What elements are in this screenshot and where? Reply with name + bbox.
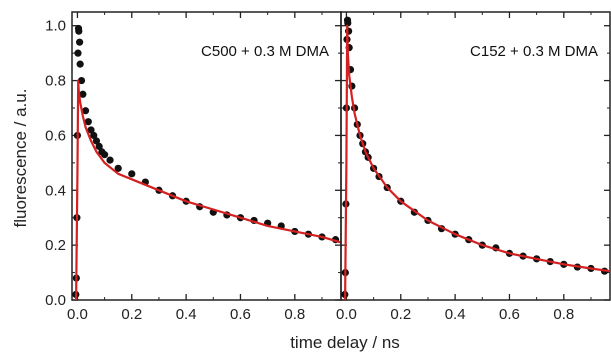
- x-tick-label: 0.4: [176, 306, 197, 323]
- y-tick-label: 1.0: [45, 18, 66, 35]
- data-point: [114, 164, 122, 172]
- data-point: [95, 142, 103, 150]
- data-point: [79, 90, 87, 98]
- y-tick-label: 0.4: [45, 182, 66, 199]
- chart-panels: 0.0 0.2 0.4 0.6 0.8 1.0 0.0 0.2 0.4 0.6 0.8 C500 + …: [45, 11, 611, 323]
- x-tick-label: 0.2: [121, 306, 142, 323]
- data-point: [344, 19, 352, 27]
- x-tick-label: 0.2: [390, 306, 411, 323]
- data-point: [92, 137, 101, 145]
- panel-annotation: C152 + 0.3 M DMA: [470, 43, 598, 60]
- fit-curve: [75, 79, 342, 301]
- data-point: [90, 131, 98, 140]
- data-point: [128, 170, 136, 178]
- data-point: [77, 76, 86, 85]
- data-point: [74, 49, 82, 57]
- x-tick-label: 0.8: [284, 306, 305, 323]
- data-point: [76, 60, 84, 68]
- fit-curve: [344, 24, 611, 301]
- data-point: [75, 27, 83, 35]
- data-point: [81, 107, 90, 115]
- x-tick-label: 0.6: [499, 306, 520, 323]
- data-point: [84, 118, 92, 126]
- panel-frame: [340, 11, 611, 301]
- data-point: [76, 38, 84, 46]
- y-tick-label: 0.2: [45, 237, 66, 254]
- x-tick-label: 0.8: [553, 306, 574, 323]
- x-tick-label: 0.0: [336, 306, 357, 323]
- panel-2: 0.0 0.2 0.4 0.6 0.8 C152 + 0.3 M DMA: [336, 11, 611, 323]
- y-axis-label: fluorescence / a.u.: [11, 89, 30, 228]
- data-point: [106, 156, 114, 164]
- panel-annotation: C500 + 0.3 M DMA: [201, 43, 329, 60]
- data-point: [87, 126, 95, 134]
- x-tick-label: 0.0: [67, 306, 88, 323]
- x-tick-label: 0.4: [445, 306, 466, 323]
- y-tick-label: 0.8: [45, 73, 66, 90]
- x-axis-label: time delay / ns: [290, 333, 400, 352]
- data-point: [101, 151, 109, 159]
- x-tick-label: 0.6: [230, 306, 251, 323]
- y-tick-label: 0.0: [45, 292, 66, 309]
- y-tick-label: 0.6: [45, 127, 66, 144]
- panel-1: 0.0 0.2 0.4 0.6 0.8 1.0 0.0 0.2 0.4 0.6 0.8 C500 + …: [45, 11, 342, 323]
